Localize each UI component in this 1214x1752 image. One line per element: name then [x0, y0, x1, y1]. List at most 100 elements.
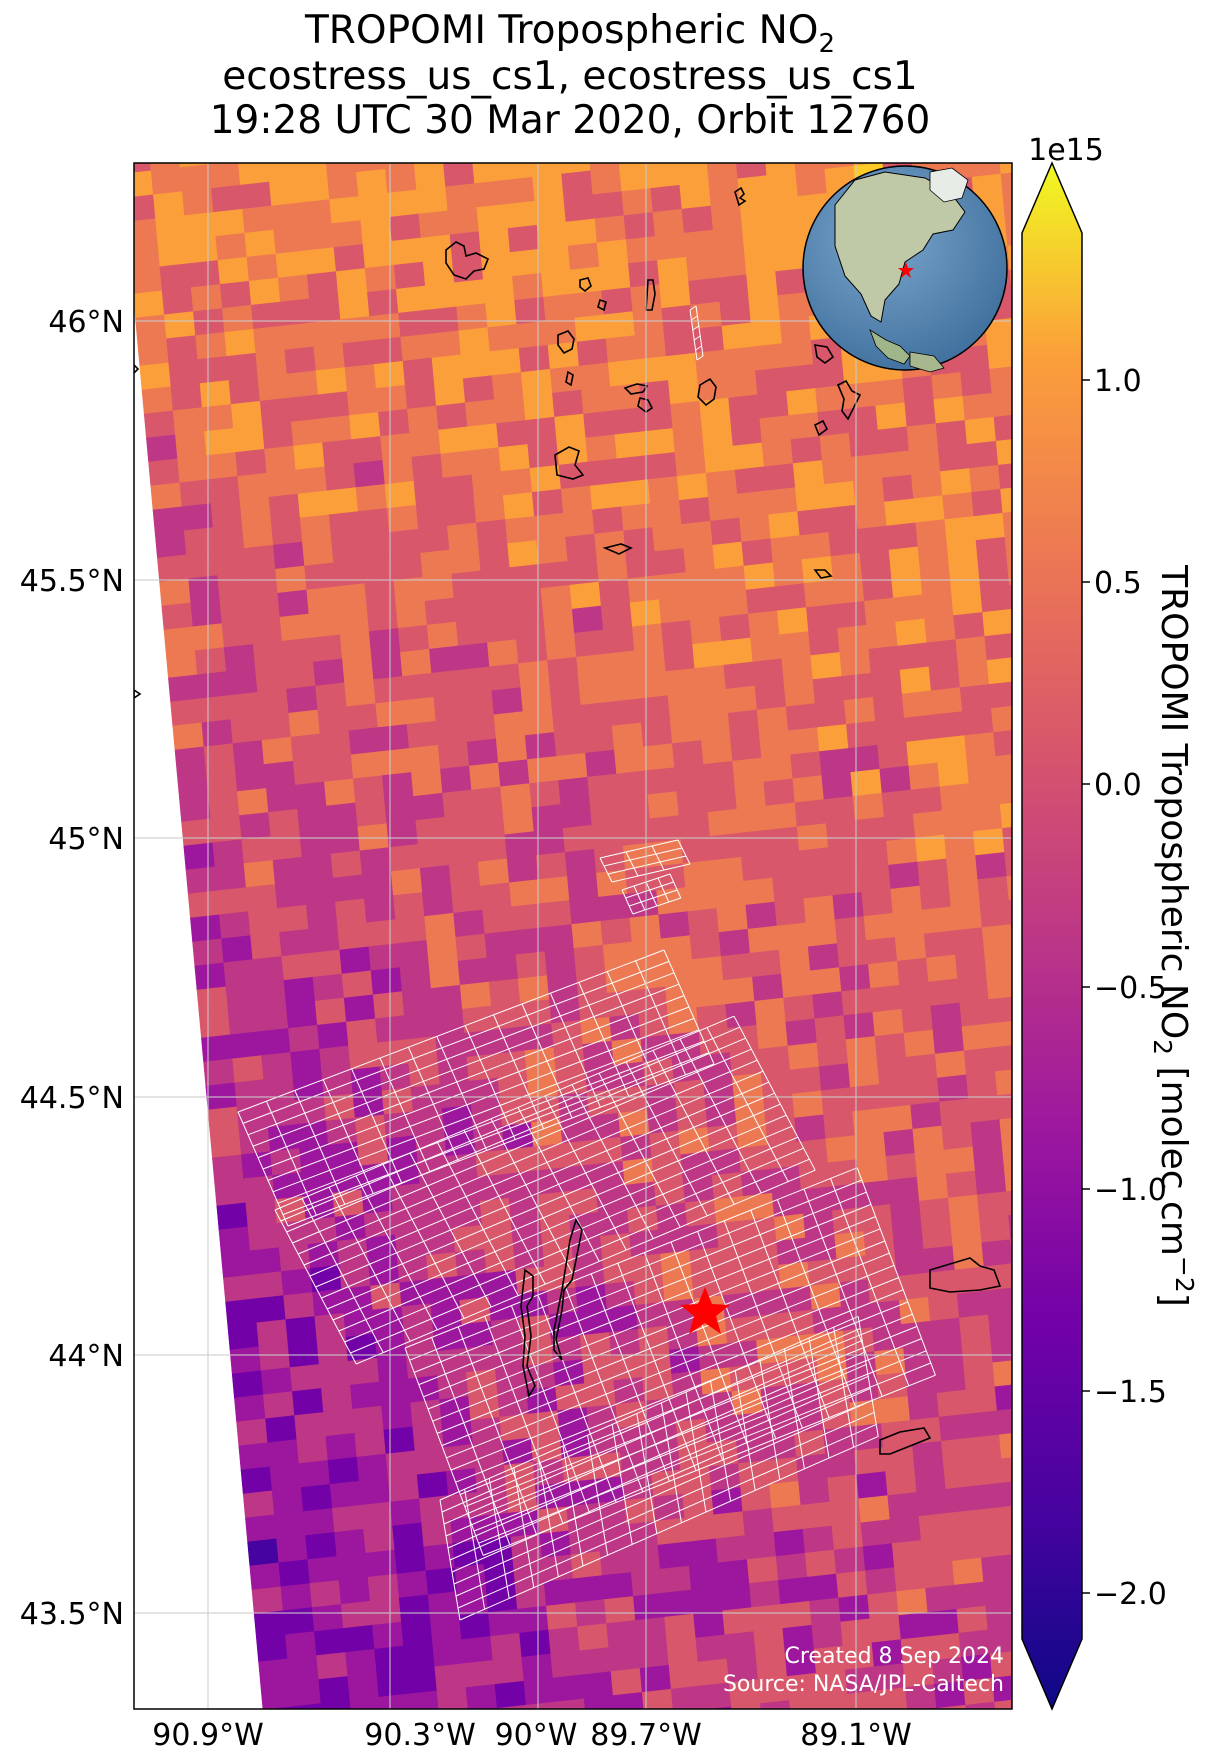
no2-pixel	[553, 728, 586, 757]
lake-outline	[520, 1268, 536, 1399]
no2-pixel	[440, 450, 473, 479]
no2-pixel	[894, 933, 927, 962]
footprint-line	[439, 1315, 859, 1501]
footprint-line	[629, 889, 678, 907]
no2-pixel	[431, 354, 464, 383]
footprint-line	[257, 995, 685, 1159]
graticule	[134, 163, 1012, 1709]
no2-pixel	[242, 1490, 275, 1519]
no2-pixel	[598, 578, 631, 607]
no2-pixel	[939, 129, 970, 156]
no2-pixel	[372, 991, 405, 1020]
no2-pixel	[854, 1447, 886, 1476]
no2-pixel	[993, 414, 1012, 442]
no2-pixel	[659, 280, 692, 309]
no2-pixel	[767, 826, 800, 855]
no2-pixel	[708, 1706, 732, 1709]
no2-pixel	[807, 1573, 839, 1602]
no2-pixel	[412, 1108, 445, 1136]
no2-pixel	[947, 1509, 980, 1538]
no2-pixel	[753, 1628, 786, 1656]
no2-pixel	[562, 824, 595, 853]
no2-pixel	[1198, 1676, 1214, 1703]
no2-pixel	[613, 1376, 646, 1405]
no2-pixel	[567, 557, 600, 586]
no2-pixel	[832, 892, 865, 920]
no2-pixel	[291, 1703, 322, 1709]
no2-pixel	[865, 936, 898, 965]
no2-pixel	[267, 1439, 300, 1468]
no2-pixel	[280, 298, 312, 327]
no2-pixel	[835, 600, 867, 629]
footprint-line	[414, 1191, 867, 1373]
no2-pixel	[1059, 164, 1090, 191]
no2-pixel	[585, 749, 617, 778]
no2-pixel	[959, 684, 992, 712]
no2-pixel	[385, 1450, 418, 1479]
no2-pixel	[800, 1501, 833, 1530]
no2-pixel	[633, 1277, 666, 1306]
no2-pixel	[703, 760, 736, 789]
no2-pixel	[985, 1602, 1012, 1631]
no2-pixel	[611, 722, 644, 751]
no2-pixel	[876, 1056, 909, 1085]
no2-pixel	[383, 1426, 416, 1455]
footer-source: Source: NASA/JPL-Caltech	[723, 1672, 1004, 1697]
no2-pixel	[567, 242, 600, 271]
no2-pixel	[845, 1351, 878, 1380]
no2-pixel	[859, 864, 892, 893]
lat-tick: 44°N	[48, 1339, 124, 1374]
no2-pixel	[1142, 1707, 1173, 1734]
no2-pixel	[620, 818, 653, 847]
no2-pixel	[956, 1290, 989, 1319]
no2-pixel	[1140, 1683, 1171, 1710]
no2-pixel	[194, 962, 227, 991]
no2-pixel	[220, 1250, 253, 1279]
no2-pixel	[870, 669, 903, 698]
no2-pixel	[398, 309, 431, 338]
no2-pixel	[509, 248, 542, 277]
lake-outline	[697, 377, 717, 407]
no2-pixel	[962, 708, 994, 736]
no2-pixel	[460, 666, 493, 695]
no2-pixel	[148, 458, 181, 487]
no2-pixel	[832, 1207, 864, 1236]
no2-pixel	[911, 471, 943, 500]
no2-pixel	[190, 914, 222, 943]
no2-pixel	[965, 1701, 996, 1709]
no2-pixel	[361, 871, 394, 900]
no2-pixel	[907, 1392, 940, 1421]
no2-pixel	[437, 741, 470, 770]
no2-pixel	[270, 517, 303, 546]
no2-pixel	[448, 861, 481, 890]
no2-pixel	[386, 820, 419, 848]
no2-pixel	[1195, 1652, 1214, 1679]
no2-pixel	[373, 676, 406, 704]
no2-pixel	[994, 1699, 1012, 1709]
no2-pixel	[753, 1312, 786, 1341]
no2-pixel	[600, 602, 633, 631]
no2-pixel	[883, 1128, 916, 1157]
no2-pixel	[556, 752, 588, 781]
no2-pixel	[852, 1108, 885, 1136]
no2-pixel	[244, 544, 276, 573]
no2-pixel	[416, 186, 449, 215]
no2-pixel	[915, 834, 947, 863]
no2-pixel	[264, 445, 297, 474]
no2-pixel	[814, 700, 847, 728]
no2-pixel	[183, 527, 216, 556]
no2-pixel	[393, 261, 426, 290]
no2-pixel	[1082, 1059, 1113, 1086]
no2-pixel	[317, 1021, 349, 1050]
no2-pixel	[602, 941, 635, 970]
no2-pixel	[716, 1220, 748, 1248]
no2-pixel	[428, 960, 461, 989]
no2-pixel	[429, 330, 462, 359]
no2-pixel	[517, 1605, 549, 1634]
no2-pixel	[683, 229, 716, 258]
no2-pixel	[465, 399, 497, 428]
no2-pixel	[364, 580, 397, 608]
no2-pixel	[703, 445, 736, 474]
no2-pixel	[252, 956, 285, 984]
no2-pixel	[414, 1447, 447, 1476]
